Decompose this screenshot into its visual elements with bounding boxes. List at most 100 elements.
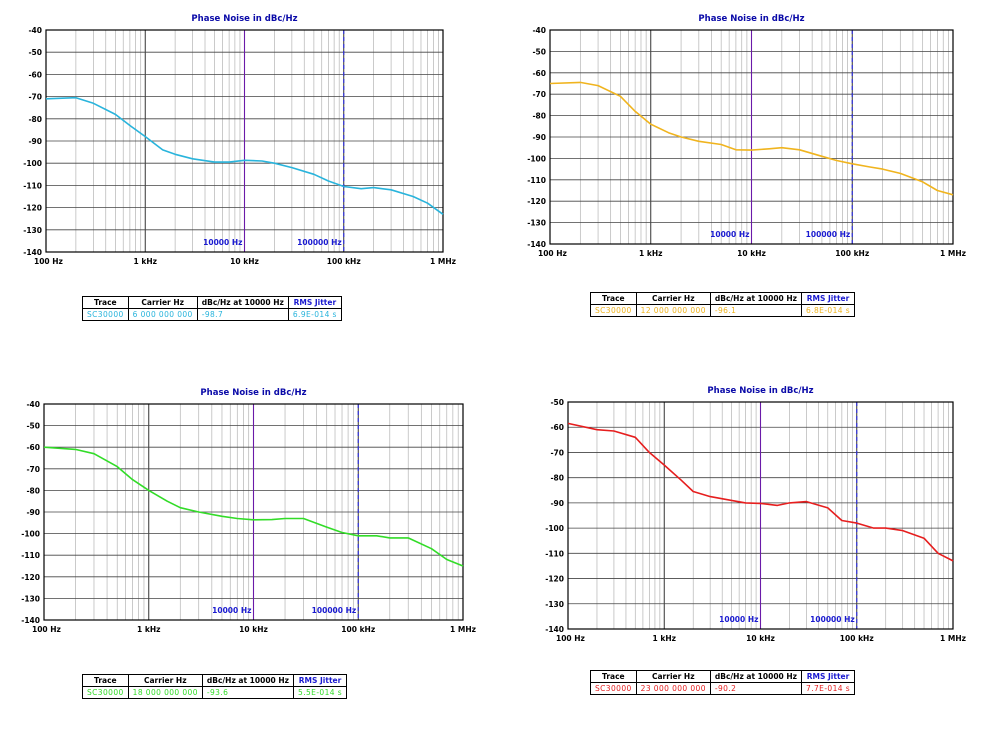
x-tick-label: 1 kHz (639, 249, 662, 258)
y-tick-label: -130 (21, 594, 40, 603)
x-tick-label: 1 MHz (940, 634, 966, 643)
y-tick-label: -70 (28, 93, 42, 102)
y-tick-label: -100 (527, 154, 546, 163)
trace-line (567, 422, 954, 562)
y-tick-label: -110 (527, 176, 546, 185)
marker-label: 10000 Hz (719, 615, 758, 624)
y-tick-label: -100 (545, 524, 564, 533)
header-trace: Trace (590, 670, 637, 683)
y-tick-label: -110 (545, 549, 564, 558)
y-tick-label: -80 (532, 112, 546, 121)
y-tick-label: -130 (527, 219, 546, 228)
chart-title: Phase Noise in dBc/Hz (707, 386, 813, 396)
y-tick-label: -40 (532, 26, 546, 35)
phase-noise-panel-1: 10000 Hz 100000 Hz Phase Noise in dBc/Hz -4… (0, 0, 500, 370)
y-tick-label: -120 (21, 573, 40, 582)
trace-info-table: Trace Carrier Hz dBc/Hz at 10000 Hz RMS Jit… (82, 674, 348, 699)
cell-rms-jitter: 6.9E-014 s (287, 308, 342, 321)
y-tick-label: -90 (532, 133, 546, 142)
plot-frame (45, 29, 444, 253)
cell-dbc: -93.6 (201, 686, 295, 699)
cell-carrier: 12 000 000 000 (635, 304, 711, 317)
header-trace: Trace (590, 292, 637, 305)
y-tick-label: -140 (545, 625, 564, 634)
plot-frame (43, 403, 464, 621)
y-tick-label: -90 (550, 499, 564, 508)
phase-noise-panel-3: 10000 Hz 100000 Hz Phase Noise in dBc/Hz -4… (0, 370, 500, 740)
cell-carrier: 18 000 000 000 (127, 686, 203, 699)
x-tick-label: 1 kHz (134, 257, 157, 266)
y-tick-label: -110 (23, 181, 42, 190)
x-tick-label: 100 Hz (556, 634, 585, 643)
header-rms-jitter: RMS Jitter (801, 292, 856, 305)
cell-carrier: 23 000 000 000 (635, 682, 711, 695)
y-tick-label: -90 (26, 508, 40, 517)
marker-label: 10000 Hz (710, 230, 749, 239)
cell-trace: SC30000 (590, 304, 637, 317)
y-tick-label: -140 (23, 248, 42, 257)
x-tick-label: 1 kHz (653, 634, 676, 643)
header-dbc: dBc/Hz at 10000 Hz (196, 296, 289, 309)
x-tick-label: 10 kHz (746, 634, 775, 643)
plot-frame (549, 29, 954, 245)
header-rms-jitter: RMS Jitter (287, 296, 342, 309)
trace-info-table: Trace Carrier Hz dBc/Hz at 10000 Hz RMS Jit… (590, 292, 856, 317)
cell-dbc: -98.7 (196, 308, 289, 321)
y-tick-label: -40 (26, 400, 40, 409)
phase-noise-panel-2: 10000 Hz 100000 Hz Phase Noise in dBc/Hz -4… (500, 0, 1000, 370)
trace-line (45, 96, 444, 215)
cell-rms-jitter: 6.8E-014 s (801, 304, 856, 317)
header-carrier: Carrier Hz (127, 674, 203, 687)
header-dbc: dBc/Hz at 10000 Hz (201, 674, 295, 687)
chart-title: Phase Noise in dBc/Hz (191, 14, 297, 24)
x-tick-label: 10 kHz (737, 249, 766, 258)
x-tick-label: 100 Hz (34, 257, 63, 266)
y-tick-label: -50 (26, 422, 40, 431)
y-tick-label: -70 (532, 90, 546, 99)
marker-label: 100000 Hz (806, 230, 851, 239)
y-tick-label: -140 (21, 616, 40, 625)
y-tick-label: -60 (28, 70, 42, 79)
y-tick-label: -80 (550, 474, 564, 483)
marker-label: 100000 Hz (297, 238, 342, 247)
x-tick-label: 10 kHz (239, 625, 268, 634)
y-tick-label: -60 (532, 69, 546, 78)
cell-carrier: 6 000 000 000 (127, 308, 198, 321)
y-tick-label: -80 (28, 115, 42, 124)
marker-label: 10000 Hz (203, 238, 242, 247)
x-tick-label: 100 kHz (327, 257, 361, 266)
header-rms-jitter: RMS Jitter (293, 674, 348, 687)
header-carrier: Carrier Hz (127, 296, 198, 309)
header-carrier: Carrier Hz (635, 670, 711, 683)
y-tick-label: -60 (26, 443, 40, 452)
x-tick-label: 100 kHz (840, 634, 874, 643)
plot-frame (567, 401, 954, 630)
header-dbc: dBc/Hz at 10000 Hz (709, 670, 803, 683)
y-tick-label: -130 (23, 226, 42, 235)
y-tick-label: -80 (26, 486, 40, 495)
cell-trace: SC30000 (82, 308, 129, 321)
cell-dbc: -96.1 (709, 304, 803, 317)
y-tick-label: -120 (545, 575, 564, 584)
header-carrier: Carrier Hz (635, 292, 711, 305)
y-tick-label: -120 (527, 197, 546, 206)
y-tick-label: -100 (23, 159, 42, 168)
trace-line (43, 446, 464, 567)
header-dbc: dBc/Hz at 10000 Hz (709, 292, 803, 305)
x-tick-label: 1 MHz (940, 249, 966, 258)
phase-noise-chart: 10000 Hz 100000 Hz Phase Noise in dBc/Hz -4… (527, 14, 966, 258)
trace-line (549, 81, 954, 196)
y-tick-label: -100 (21, 530, 40, 539)
x-tick-label: 100 Hz (32, 625, 61, 634)
chart-title: Phase Noise in dBc/Hz (698, 14, 804, 24)
cell-rms-jitter: 7.7E-014 s (801, 682, 856, 695)
marker-label: 100000 Hz (810, 615, 855, 624)
y-tick-label: -90 (28, 137, 42, 146)
trace-info-table: Trace Carrier Hz dBc/Hz at 10000 Hz RMS Jit… (590, 670, 856, 695)
cell-dbc: -90.2 (709, 682, 803, 695)
y-tick-label: -50 (28, 48, 42, 57)
header-trace: Trace (82, 674, 129, 687)
y-tick-label: -50 (532, 47, 546, 56)
x-tick-label: 1 MHz (450, 625, 476, 634)
phase-noise-chart: 10000 Hz 100000 Hz Phase Noise in dBc/Hz -5… (545, 386, 966, 643)
